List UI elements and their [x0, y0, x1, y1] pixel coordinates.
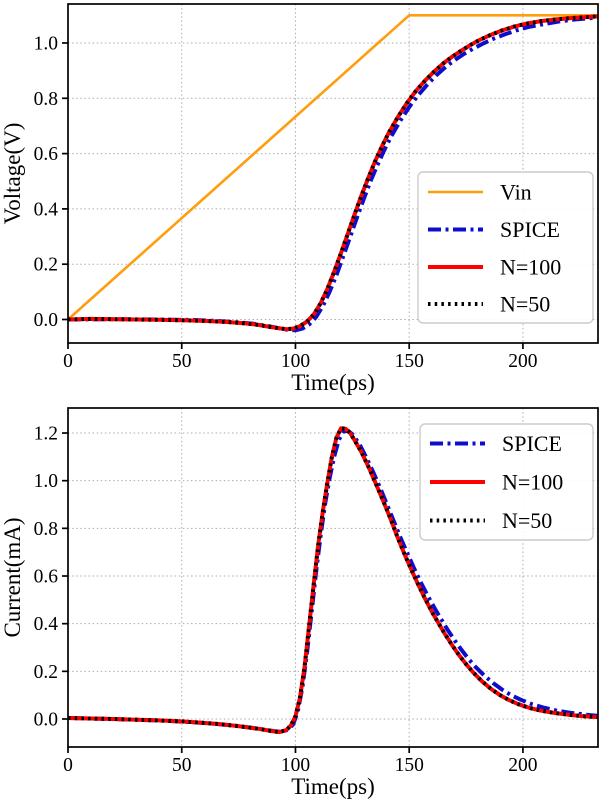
series-n-100	[68, 426, 598, 735]
plot-border	[67, 407, 599, 748]
legend-label: N=100	[502, 470, 563, 495]
x-tick-label: 150	[395, 351, 424, 372]
series-n-50	[68, 14, 598, 332]
legend: Vin SPICE N=100 N=50	[417, 171, 594, 324]
y-axis-label: Current(mA)	[0, 517, 25, 637]
y-tick-label: 1.2	[34, 424, 58, 445]
legend-label: N=50	[500, 292, 550, 317]
y-tick-label: 0.8	[34, 519, 58, 540]
y-tick-label: 0.2	[34, 662, 58, 683]
x-tick-label: 150	[395, 755, 424, 776]
y-tick-label: 0.8	[34, 89, 58, 110]
y-tick-label: 0.4	[34, 199, 59, 220]
y-tick-label: 0.0	[34, 709, 58, 730]
x-axis: 0 50 100 150 200	[63, 343, 538, 372]
y-tick-label: 0.6	[34, 567, 59, 588]
legend-box	[419, 423, 594, 541]
y-axis-label: Voltage(V)	[0, 123, 25, 225]
series-group	[68, 426, 598, 735]
legend-label: N=50	[502, 508, 552, 533]
x-axis-label: Time(ps)	[291, 774, 375, 799]
x-tick-label: 50	[172, 351, 192, 372]
y-tick-label: 0.2	[34, 255, 58, 276]
current-chart: 0 50 100 150 200 0.0 0.2 0.4 0.6 0.8 1.0 1.2 Time(ps…	[0, 407, 599, 799]
x-tick-label: 200	[508, 351, 537, 372]
x-axis-label: Time(ps)	[291, 370, 375, 395]
y-tick-label: 1.0	[34, 471, 58, 492]
y-axis: 0.0 0.2 0.4 0.6 0.8 1.0 1.2	[34, 424, 68, 730]
x-tick-label: 0	[63, 351, 73, 372]
legend-label: SPICE	[502, 431, 562, 456]
x-tick-label: 0	[63, 755, 73, 776]
legend-box	[417, 171, 594, 324]
x-tick-label: 100	[281, 755, 310, 776]
y-tick-label: 0.0	[34, 310, 58, 331]
legend-label: Vin	[500, 180, 532, 205]
y-tick-label: 0.6	[34, 144, 59, 165]
x-tick-label: 200	[508, 755, 537, 776]
voltage-chart: 0 50 100 150 200 0.0 0.2 0.4 0.6 0.8 1.0 Time(ps) Vo…	[0, 3, 599, 395]
legend-label: N=100	[500, 255, 561, 280]
legend: SPICE N=100 N=50	[419, 423, 594, 541]
plot-border	[67, 3, 599, 344]
x-tick-label: 100	[281, 351, 310, 372]
y-tick-label: 1.0	[34, 33, 58, 54]
x-axis: 0 50 100 150 200	[63, 747, 538, 776]
series-group	[68, 14, 598, 333]
y-tick-label: 0.4	[34, 614, 59, 635]
series-vin	[68, 14, 598, 321]
legend-label: SPICE	[500, 217, 560, 242]
y-axis: 0.0 0.2 0.4 0.6 0.8 1.0	[34, 33, 68, 331]
x-tick-label: 50	[172, 755, 192, 776]
